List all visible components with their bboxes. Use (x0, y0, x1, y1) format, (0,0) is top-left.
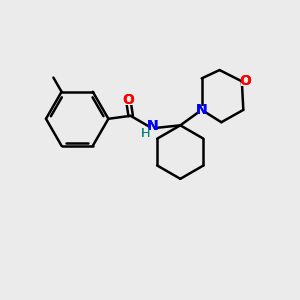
Text: N: N (146, 119, 158, 133)
Bar (198, 106, 206, 114)
Text: O: O (239, 74, 251, 88)
Text: H: H (141, 127, 150, 140)
Text: N: N (146, 119, 158, 133)
Text: O: O (122, 93, 134, 107)
Bar (124, 96, 133, 104)
Text: O: O (122, 93, 134, 107)
Text: H: H (141, 127, 150, 140)
Text: O: O (239, 74, 251, 88)
Bar (142, 130, 149, 137)
Text: N: N (196, 103, 208, 117)
Bar (148, 122, 156, 130)
Text: N: N (196, 103, 208, 117)
Bar (241, 77, 249, 86)
